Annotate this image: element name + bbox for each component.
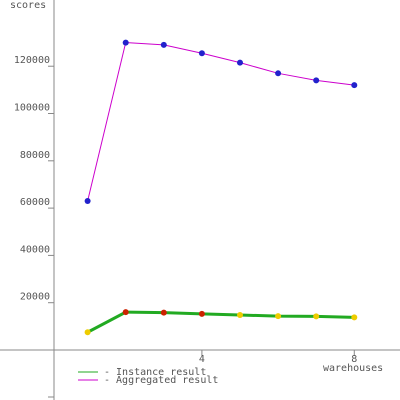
y-tick-label: 120000 — [14, 55, 50, 66]
point — [275, 70, 282, 77]
point — [160, 41, 167, 48]
point — [237, 59, 243, 66]
y-tick-label: 80000 — [20, 150, 50, 161]
point — [160, 309, 167, 316]
y-axis-label: scores — [10, 0, 46, 11]
point — [122, 39, 129, 46]
legend-label: - Instance result — [104, 367, 206, 378]
series-line — [87, 42, 355, 202]
y-tick-label: 60000 — [20, 197, 50, 208]
point — [198, 310, 205, 317]
y-tick-label: 20000 — [20, 292, 50, 303]
legend-label: - Aggregated result — [104, 375, 218, 386]
point — [122, 309, 129, 316]
x-axis-label: warehouses — [323, 363, 383, 374]
point — [198, 50, 205, 57]
series-line — [86, 310, 355, 334]
y-tick-label: 100000 — [14, 103, 50, 114]
x-tick-label: 8 — [351, 354, 357, 365]
point — [84, 329, 91, 336]
point — [313, 77, 320, 84]
x-tick-label: 4 — [199, 354, 205, 365]
point — [84, 198, 91, 205]
point — [351, 82, 358, 89]
point — [351, 314, 358, 321]
point — [237, 312, 243, 318]
y-tick-label: 40000 — [20, 244, 50, 255]
point — [275, 313, 282, 320]
point — [313, 313, 320, 320]
